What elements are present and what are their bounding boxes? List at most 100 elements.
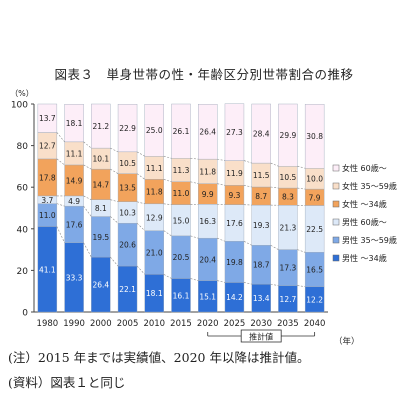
connector-line: [297, 285, 306, 287]
connector-line: [110, 216, 119, 224]
connector-line: [217, 280, 226, 283]
bar-segment: [117, 104, 138, 153]
data-label: 9.3: [228, 191, 240, 200]
data-label: 10.1: [92, 155, 109, 164]
data-label: 22.5: [306, 225, 323, 234]
data-label: 16.1: [173, 291, 190, 300]
projection-label: 推計値: [249, 332, 273, 342]
data-label: 28.4: [253, 130, 270, 139]
data-label: 8.3: [282, 193, 294, 202]
connector-line: [217, 183, 226, 186]
data-label: 12.7: [39, 142, 56, 151]
connector-line: [136, 265, 145, 275]
legend-swatch: [332, 218, 340, 226]
data-label: 8.7: [255, 192, 267, 201]
data-label: 11.9: [226, 169, 243, 178]
data-label: 26.4: [199, 128, 216, 137]
data-label: 9.9: [202, 190, 214, 199]
bar-segment: [144, 104, 164, 157]
x-tick-label: 2035: [277, 319, 299, 329]
data-label: 11.1: [146, 164, 163, 173]
data-label: 20.6: [119, 241, 136, 250]
y-tick-label: 60: [17, 184, 29, 194]
connector-line: [190, 157, 199, 160]
connector-line: [56, 203, 65, 207]
data-label: 27.3: [226, 128, 243, 137]
data-label: 11.8: [199, 167, 216, 176]
connector-line: [136, 151, 145, 157]
connector-line: [83, 242, 92, 258]
connector-line: [83, 164, 92, 170]
connector-line: [163, 179, 172, 183]
connector-line: [270, 244, 279, 250]
data-label: 20.5: [173, 253, 190, 262]
y-tick-label: 100: [11, 101, 28, 111]
data-label: 10.5: [119, 159, 136, 168]
data-label: 12.9: [146, 213, 163, 222]
legend-label: 男性 60歳〜: [342, 217, 387, 227]
data-label: 14.2: [226, 293, 243, 302]
bar-segment: [278, 103, 298, 167]
data-label: 21.0: [146, 249, 163, 258]
data-label: 25.0: [146, 126, 163, 135]
y-tick-label: 40: [17, 225, 29, 235]
data-label: 20.4: [199, 255, 216, 264]
connector-line: [217, 158, 226, 161]
bar-segment: [224, 103, 245, 161]
data-label: 22.1: [119, 285, 136, 294]
connector-line: [243, 282, 252, 285]
connector-line: [110, 147, 119, 153]
legend-label: 女性 〜34歳: [342, 199, 387, 209]
bar-segment: [171, 103, 191, 159]
data-label: 3.7: [41, 196, 53, 205]
connector-line: [56, 226, 65, 243]
data-label: 30.8: [306, 132, 323, 141]
data-label: 13.7: [39, 114, 56, 123]
x-tick-label: 1980: [37, 319, 59, 329]
connector-line: [270, 283, 279, 286]
data-label: 16.3: [199, 217, 216, 226]
connector-line: [83, 205, 92, 217]
data-label: 8.1: [95, 204, 107, 213]
footnote: (注）2015 年までは実績値、2020 年以降は推計値。: [8, 350, 310, 365]
legend-swatch: [332, 164, 340, 172]
connector-line: [136, 173, 145, 180]
data-label: 41.1: [39, 265, 56, 274]
x-axis-label: （年）: [334, 336, 360, 347]
source-note: (資料）図表１と同じ: [8, 375, 126, 390]
data-label: 13.5: [119, 184, 136, 193]
connector-line: [217, 237, 226, 242]
data-label: 17.8: [39, 173, 56, 182]
x-tick-label: 2015: [170, 319, 192, 329]
connector-line: [163, 155, 172, 159]
data-label: 13.4: [253, 294, 270, 303]
connector-line: [110, 256, 119, 267]
connector-line: [190, 181, 199, 184]
connector-line: [110, 199, 119, 203]
data-label: 16.5: [306, 265, 323, 274]
legend-swatch: [332, 200, 340, 208]
data-label: 19.8: [226, 258, 243, 267]
data-label: 11.1: [66, 149, 83, 158]
x-tick-label: 2020: [197, 319, 219, 329]
data-label: 7.9: [309, 193, 321, 202]
bar-segment: [198, 104, 218, 160]
data-label: 18.1: [66, 119, 83, 128]
data-label: 14.7: [92, 180, 109, 189]
data-label: 21.2: [92, 122, 109, 131]
y-tick-label: 0: [22, 309, 28, 319]
legend-swatch: [332, 254, 340, 262]
data-label: 11.8: [146, 188, 163, 197]
x-tick-label: 2025: [224, 319, 246, 329]
data-label: 15.1: [199, 292, 216, 301]
bar-segment: [64, 104, 84, 143]
connector-line: [136, 222, 145, 231]
bar-segment: [251, 103, 271, 164]
data-label: 14.9: [66, 176, 83, 185]
data-label: 29.9: [280, 131, 297, 140]
chart-title: 図表３ 単身世帯の性・年齢区分別世帯割合の推移: [54, 67, 354, 82]
y-tick-label: 20: [17, 267, 29, 277]
connector-line: [110, 168, 119, 174]
